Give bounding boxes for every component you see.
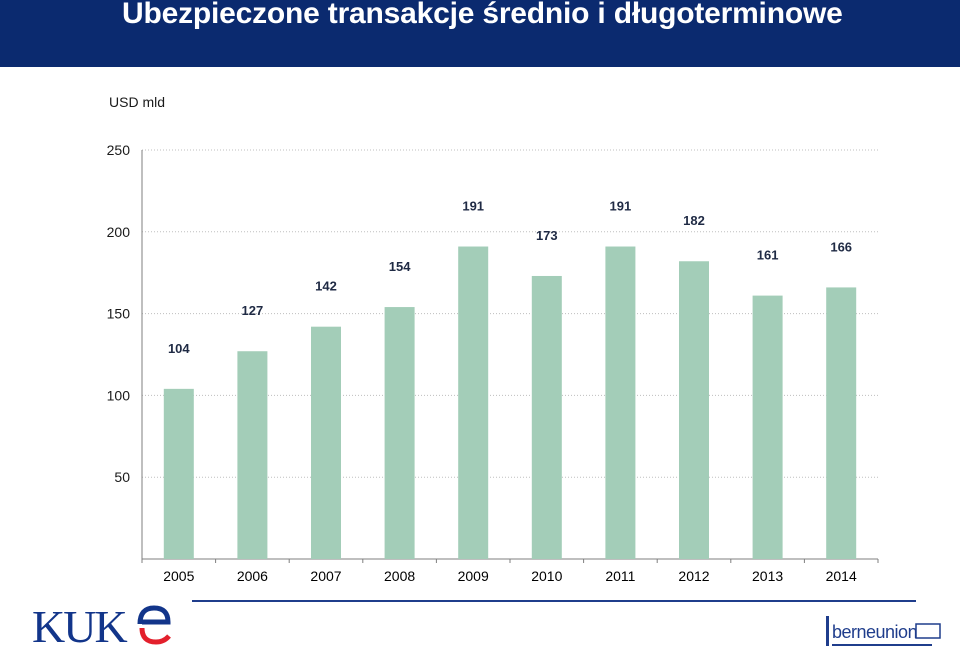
y-tick-label: 150 xyxy=(107,306,131,322)
unit-label: USD mld xyxy=(109,94,166,110)
bar xyxy=(605,246,636,560)
bar xyxy=(237,351,268,559)
data-label: 127 xyxy=(242,303,264,318)
bar-chart: 50 100 150 200 250 104 2005 127 2006 142 2007 154 20… xyxy=(107,142,879,584)
y-tick-label: 100 xyxy=(107,387,131,403)
bar xyxy=(384,307,415,559)
page-title: Ubezpieczone transakcje średnio i długot… xyxy=(122,0,843,30)
x-tick-label: 2012 xyxy=(678,568,709,584)
svg-text:berneunion: berneunion xyxy=(832,622,917,642)
y-tick-label: 50 xyxy=(114,469,130,485)
x-tick-label: 2010 xyxy=(531,568,562,584)
x-tick-label: 2014 xyxy=(826,568,857,584)
footer-rule xyxy=(192,600,916,602)
y-tick-label: 200 xyxy=(107,224,131,240)
x-tick-label: 2006 xyxy=(237,568,268,584)
data-label: 154 xyxy=(389,259,411,274)
data-label: 182 xyxy=(683,213,705,228)
x-tick-label: 2005 xyxy=(163,568,194,584)
bar xyxy=(679,261,709,559)
data-label: 104 xyxy=(168,341,190,356)
data-label: 191 xyxy=(610,199,632,214)
bar xyxy=(826,287,857,559)
berneunion-logo: berneunion xyxy=(826,616,941,646)
x-tick-label: 2008 xyxy=(384,568,415,584)
bar xyxy=(752,295,783,559)
x-tick-label: 2007 xyxy=(310,568,341,584)
bar xyxy=(163,388,194,559)
data-label: 173 xyxy=(536,228,558,243)
x-tick-label: 2013 xyxy=(752,568,783,584)
bar xyxy=(458,246,489,560)
bar xyxy=(531,275,562,559)
title-bar: Ubezpieczone transakcje średnio i długot… xyxy=(0,0,960,67)
y-tick-label: 250 xyxy=(107,142,131,158)
data-label: 166 xyxy=(830,239,852,254)
x-tick-label: 2009 xyxy=(458,568,489,584)
bar xyxy=(311,326,341,559)
x-tick-label: 2011 xyxy=(605,568,635,584)
svg-text:KUK: KUK xyxy=(32,601,127,650)
data-label: 191 xyxy=(462,199,484,214)
data-label: 142 xyxy=(315,279,337,294)
kuke-logo: KUK xyxy=(32,601,171,650)
data-label: 161 xyxy=(757,248,779,263)
